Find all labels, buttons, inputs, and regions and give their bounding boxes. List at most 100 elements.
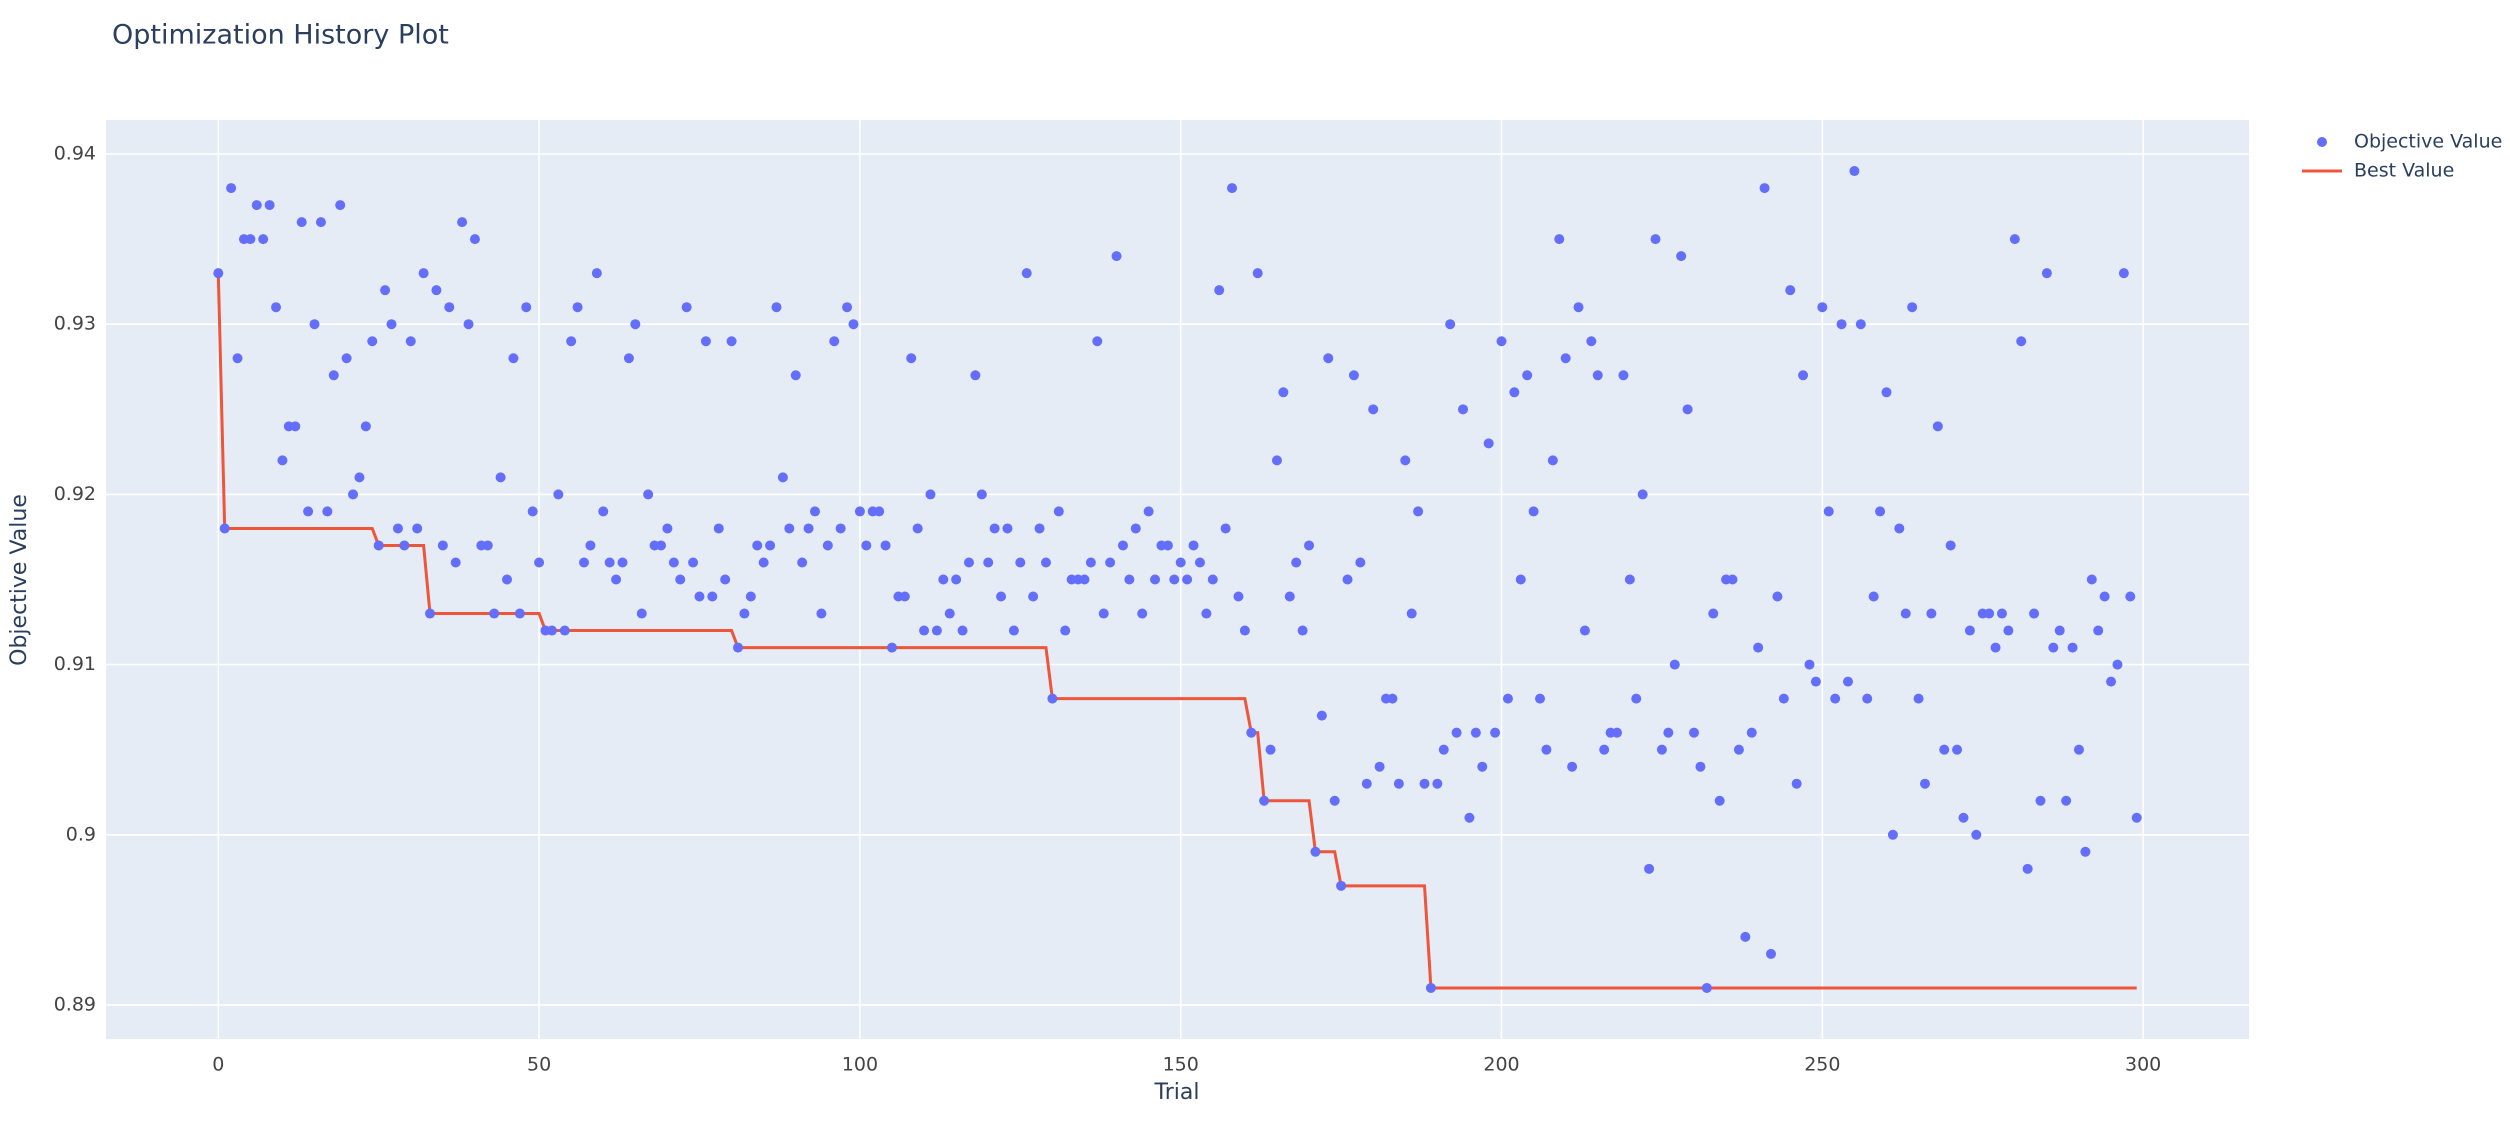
objective-point bbox=[1162, 540, 1173, 551]
objective-point bbox=[1624, 574, 1635, 585]
objective-point bbox=[1772, 591, 1783, 602]
objective-point bbox=[1586, 336, 1597, 347]
objective-point bbox=[1445, 319, 1456, 330]
objective-point bbox=[386, 319, 397, 330]
objective-point bbox=[399, 540, 410, 551]
objective-point bbox=[264, 200, 275, 211]
objective-point bbox=[1002, 523, 1013, 534]
objective-point bbox=[694, 591, 705, 602]
objective-point bbox=[1053, 506, 1064, 517]
objective-point bbox=[1361, 778, 1372, 789]
objective-point bbox=[630, 319, 641, 330]
objective-point bbox=[963, 557, 974, 568]
objective-point bbox=[1990, 642, 2001, 653]
objective-point bbox=[219, 523, 230, 534]
objective-point bbox=[1182, 574, 1193, 585]
objective-point bbox=[1297, 625, 1308, 636]
objective-point bbox=[1535, 693, 1546, 704]
objective-point bbox=[1689, 727, 1700, 738]
marks bbox=[213, 166, 2142, 993]
objective-point bbox=[1964, 625, 1975, 636]
objective-point bbox=[1387, 693, 1398, 704]
objective-point bbox=[469, 234, 480, 245]
objective-point bbox=[1214, 285, 1225, 296]
objective-point bbox=[585, 540, 596, 551]
objective-point bbox=[1451, 727, 1462, 738]
objective-point bbox=[681, 302, 692, 313]
objective-point bbox=[842, 302, 853, 313]
objective-point bbox=[1291, 557, 1302, 568]
objective-point bbox=[1663, 727, 1674, 738]
objective-point bbox=[1868, 591, 1879, 602]
objective-point bbox=[508, 353, 519, 364]
objective-point bbox=[1227, 183, 1238, 194]
objective-point bbox=[2041, 268, 2052, 279]
objective-point bbox=[1701, 982, 1712, 993]
objective-point bbox=[617, 557, 628, 568]
objective-point bbox=[931, 625, 942, 636]
objective-point bbox=[1246, 727, 1257, 738]
objective-point bbox=[2093, 625, 2104, 636]
objective-point bbox=[1284, 591, 1295, 602]
objective-point bbox=[2067, 642, 2078, 653]
objective-point bbox=[1252, 268, 1263, 279]
objective-point bbox=[1079, 574, 1090, 585]
objective-point bbox=[604, 557, 615, 568]
objective-point bbox=[1849, 166, 1860, 177]
x-tick-label: 300 bbox=[2125, 1054, 2161, 1076]
objective-point bbox=[457, 217, 468, 228]
objective-point bbox=[591, 268, 602, 279]
objective-point bbox=[1887, 829, 1898, 840]
objective-point bbox=[1804, 659, 1815, 670]
objective-point bbox=[1034, 523, 1045, 534]
objective-point bbox=[1746, 727, 1757, 738]
objective-point bbox=[354, 472, 365, 483]
objective-point bbox=[726, 336, 737, 347]
objective-point bbox=[277, 455, 288, 466]
objective-point bbox=[1278, 387, 1289, 398]
objective-point bbox=[784, 523, 795, 534]
objective-point bbox=[348, 489, 359, 500]
objective-point bbox=[258, 234, 269, 245]
objective-point bbox=[482, 540, 493, 551]
objective-point bbox=[803, 523, 814, 534]
objective-point bbox=[1368, 404, 1379, 415]
objective-point bbox=[245, 234, 256, 245]
objective-point bbox=[1958, 812, 1969, 823]
objective-point bbox=[251, 200, 262, 211]
objective-point bbox=[790, 370, 801, 381]
objective-point bbox=[1727, 574, 1738, 585]
objective-point bbox=[1817, 302, 1828, 313]
objective-point bbox=[732, 642, 743, 653]
objective-point bbox=[1502, 693, 1513, 704]
objective-point bbox=[1547, 455, 1558, 466]
objective-point bbox=[2054, 625, 2065, 636]
objective-point bbox=[290, 421, 301, 432]
objective-point bbox=[1342, 574, 1353, 585]
objective-point bbox=[1522, 370, 1533, 381]
objective-point bbox=[2009, 234, 2020, 245]
objective-point bbox=[938, 574, 949, 585]
objective-point bbox=[809, 506, 820, 517]
objective-point bbox=[611, 574, 622, 585]
objective-point bbox=[559, 625, 570, 636]
objective-point bbox=[1425, 982, 1436, 993]
objective-point bbox=[2073, 744, 2084, 755]
objective-point bbox=[1650, 234, 1661, 245]
x-axis-title: Trial bbox=[1154, 1080, 1200, 1105]
objective-point bbox=[232, 353, 243, 364]
x-tick-label: 250 bbox=[1804, 1054, 1840, 1076]
objective-point bbox=[1194, 557, 1205, 568]
objective-point bbox=[797, 557, 808, 568]
objective-point bbox=[1470, 727, 1481, 738]
y-tick-label: 0.92 bbox=[54, 483, 96, 505]
y-tick-label: 0.89 bbox=[54, 993, 96, 1015]
objective-point bbox=[1406, 608, 1417, 619]
objective-point bbox=[1656, 744, 1667, 755]
objective-point bbox=[1599, 744, 1610, 755]
objective-point bbox=[1733, 744, 1744, 755]
objective-point bbox=[2131, 812, 2142, 823]
objective-point bbox=[720, 574, 731, 585]
